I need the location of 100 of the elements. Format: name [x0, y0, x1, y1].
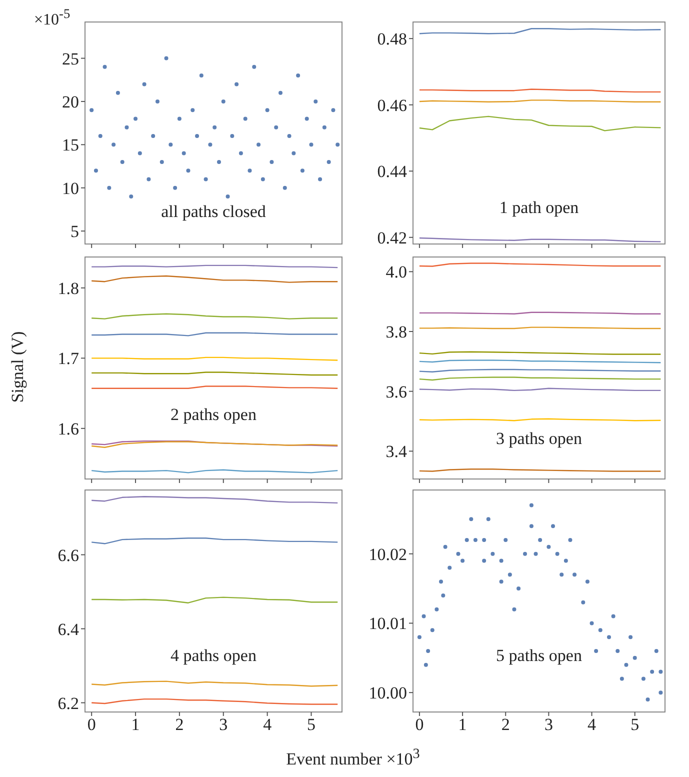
y-tick-label: 20 — [62, 92, 79, 112]
point — [124, 125, 129, 130]
point — [512, 607, 516, 612]
point — [146, 177, 151, 182]
point — [508, 572, 512, 577]
point — [102, 64, 107, 69]
point — [226, 194, 230, 198]
x-tick-label: 0 — [415, 715, 424, 734]
y-tick-label: 10 — [62, 178, 79, 198]
point — [252, 64, 256, 69]
point — [195, 134, 200, 138]
text: 5 paths open — [495, 646, 583, 666]
point — [443, 544, 448, 549]
point — [424, 662, 428, 667]
point — [160, 160, 164, 164]
point — [287, 134, 292, 138]
x-tick-label: 5 — [630, 715, 640, 734]
point — [208, 142, 212, 147]
text: 1 path open — [498, 198, 580, 218]
point — [238, 151, 243, 156]
point — [265, 108, 270, 112]
point — [434, 607, 439, 612]
text: ×10$^{-5}$ — [34, 6, 70, 30]
y-tick-label: 0.42 — [377, 228, 407, 248]
point — [314, 99, 318, 104]
point — [282, 186, 287, 190]
point — [186, 168, 190, 173]
y-tick-label: 0.44 — [377, 162, 408, 182]
text: all paths closed — [160, 202, 267, 222]
point — [590, 621, 594, 626]
point — [318, 177, 322, 182]
point — [641, 676, 646, 681]
point — [523, 552, 527, 556]
point — [212, 125, 217, 130]
x-tick-label: 4 — [263, 715, 272, 734]
point — [650, 670, 654, 674]
point — [173, 186, 178, 190]
point — [439, 580, 443, 584]
point — [107, 186, 112, 190]
point — [469, 517, 474, 522]
y-tick-label: 4.0 — [386, 262, 407, 282]
point — [300, 168, 304, 173]
text: 3 paths open — [495, 429, 583, 449]
point — [441, 593, 446, 598]
point — [628, 635, 633, 640]
y-tick-label: 1.7 — [58, 349, 80, 368]
y-tick-label: 15 — [62, 136, 79, 155]
point — [304, 116, 309, 121]
y-tick-label: 1.8 — [58, 278, 79, 298]
point — [199, 74, 204, 78]
x-tick-label: 1 — [458, 715, 467, 734]
line-series — [90, 496, 338, 504]
point — [581, 600, 586, 604]
point — [182, 151, 186, 156]
point — [112, 142, 116, 147]
point — [560, 572, 564, 577]
point — [168, 142, 173, 147]
y-tick-label: 0.48 — [377, 30, 407, 49]
point — [274, 125, 278, 130]
point — [564, 558, 568, 563]
point — [296, 74, 300, 78]
point — [234, 82, 239, 86]
y-tick-label: 25 — [62, 49, 79, 68]
point — [138, 151, 142, 156]
point — [538, 538, 542, 542]
point — [120, 160, 124, 164]
x-tick-label: 2 — [501, 715, 510, 734]
point — [654, 648, 658, 653]
point — [598, 628, 602, 632]
point — [555, 552, 560, 556]
y-tick-label: 10.01 — [368, 614, 407, 634]
point — [456, 552, 460, 556]
x-tick-label: 3 — [544, 715, 553, 734]
point — [129, 194, 134, 198]
point — [221, 99, 226, 104]
point — [90, 108, 94, 112]
point — [473, 538, 478, 542]
point — [516, 586, 521, 591]
point — [155, 99, 160, 104]
point — [616, 648, 620, 653]
point — [607, 635, 611, 640]
point — [190, 108, 195, 112]
line-series — [90, 275, 338, 283]
point — [248, 168, 252, 173]
text: 4 paths open — [170, 646, 258, 666]
x-tick-label: 1 — [131, 715, 140, 734]
point — [620, 676, 624, 681]
point — [243, 116, 248, 121]
point — [331, 108, 336, 112]
point — [624, 662, 628, 667]
y-tick-label: 1.6 — [58, 419, 79, 438]
y-tick-label: 6.4 — [58, 620, 80, 639]
point — [260, 177, 265, 182]
point — [534, 552, 538, 556]
point — [490, 552, 495, 556]
y-tick-label: 5 — [70, 222, 79, 242]
point — [134, 116, 138, 121]
point — [336, 142, 340, 147]
y-tick-label: 10.02 — [368, 544, 407, 564]
point — [504, 538, 508, 542]
